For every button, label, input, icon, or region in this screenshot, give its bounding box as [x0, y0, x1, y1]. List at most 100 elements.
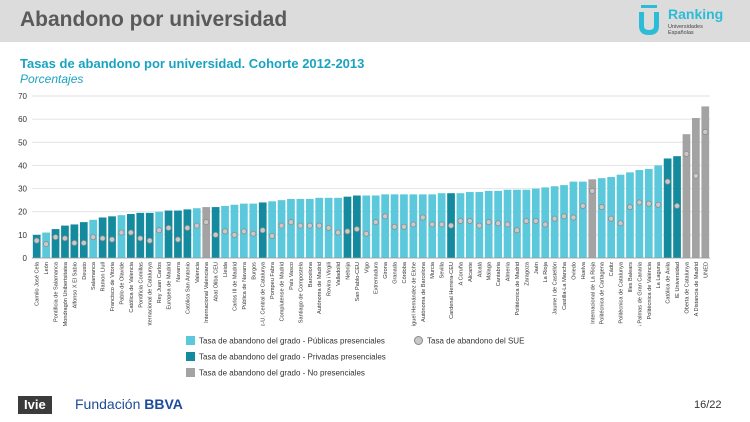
bar [202, 207, 211, 258]
bar [513, 189, 521, 258]
x-tick-label: Internacional de La Rioja [590, 261, 596, 324]
sue-dot [391, 223, 398, 230]
legend-swatch-no-presenciales [186, 368, 195, 378]
x-tick-label: Cantabria [496, 261, 502, 286]
sue-dot [570, 214, 577, 221]
sue-dot [193, 222, 200, 229]
x-tick-label: Las Palmas de Gran Canaria [637, 261, 643, 326]
legend-label-publicas: Tasa de abandono del grado - Públicas pr… [199, 336, 385, 346]
x-tick-label: Salamanca [91, 261, 97, 290]
bar [230, 204, 239, 258]
x-tick-label: Autónoma de Madrid [317, 262, 323, 314]
x-tick-label: Almería [506, 261, 512, 281]
sue-dot [692, 172, 699, 179]
sue-dot [156, 227, 163, 234]
sue-dot [655, 201, 662, 208]
bar [362, 195, 371, 258]
sue-dot [109, 236, 115, 243]
legend-item-publicas: Tasa de abandono del grado - Públicas pr… [186, 336, 385, 346]
bar [692, 117, 700, 258]
x-tick-label: Jaén [534, 262, 540, 274]
bar [550, 186, 559, 258]
sue-dot [127, 229, 134, 236]
bar [588, 179, 597, 258]
x-tick-label: Politécnica de Cartagena [600, 261, 606, 324]
bar [371, 195, 380, 258]
x-tick-label: Europea de Madrid [167, 262, 173, 310]
bar [32, 234, 41, 258]
x-tick-label: Pontificia Comillas [138, 262, 144, 308]
bar [381, 194, 389, 258]
bar [268, 201, 276, 258]
sue-dot [627, 204, 633, 211]
bar [277, 200, 286, 258]
bbva-text: BBVA [144, 396, 183, 412]
sue-dot [495, 220, 502, 227]
x-tick-label: Autònoma de Barcelona [421, 261, 427, 322]
y-tick-label: 50 [18, 138, 27, 147]
x-tick-label: Burgos [251, 262, 257, 280]
x-tick-label: Ramon Llull [101, 262, 107, 292]
sue-dot [598, 204, 605, 211]
x-tick-label: Pompeu Fabra [270, 261, 276, 299]
bar-chart: 0 10 20 30 40 50 60 70 Camilo José Cela León Ponti… [18, 92, 710, 326]
sue-dot [165, 224, 172, 231]
sue-dot [137, 235, 144, 242]
sue-dot [344, 228, 351, 235]
y-tick-label: 60 [18, 115, 27, 124]
sue-dot [62, 235, 68, 242]
y-tick-label: 30 [18, 185, 27, 194]
bar [174, 210, 182, 258]
x-tick-label: Valladolid [336, 262, 342, 286]
x-tick-label: Camilo José Cela [35, 261, 41, 306]
sue-dot [118, 229, 125, 236]
x-tick-label: Castilla-La Mancha [562, 261, 568, 310]
sue-dot [636, 199, 643, 206]
sue-dot [674, 202, 680, 209]
bar [456, 193, 465, 258]
sue-dot [297, 222, 304, 229]
y-tick-label: 20 [18, 208, 27, 217]
x-tick-label: Pontificia de Salamanca [54, 261, 60, 322]
x-tick-label: Alicante [468, 262, 474, 282]
sue-dot [551, 215, 558, 222]
chart-subtitle: Porcentajes [20, 72, 84, 86]
x-tick-label: IE Universidad [675, 262, 681, 298]
page-number: 16/22 [694, 399, 722, 411]
bar [334, 197, 342, 258]
legend-item-privadas: Tasa de abandono del grado - Privadas pr… [186, 352, 386, 362]
ranking-logo-icon [639, 5, 659, 35]
x-tick-label: Valencia [195, 261, 201, 283]
x-tick-label: Francisco de Vitoria [110, 261, 116, 311]
bar [654, 165, 663, 258]
bar [61, 225, 69, 258]
bar [560, 185, 568, 258]
sue-dot [589, 187, 596, 194]
sue-dot [306, 222, 313, 229]
sue-dot [410, 221, 417, 228]
sue-dot [683, 150, 690, 157]
bar [682, 134, 691, 258]
bar [663, 158, 672, 258]
sue-dot [269, 233, 276, 239]
sue-dot [617, 220, 624, 227]
sue-dot [33, 237, 40, 244]
ivie-logo: Ivie [18, 396, 52, 414]
bar [117, 215, 126, 258]
sue-dot [99, 235, 106, 242]
sue-dot [212, 231, 219, 238]
x-tick-label: Rovira i Virgili [327, 262, 333, 296]
x-tick-label: Granada [393, 261, 399, 284]
bar [164, 210, 173, 258]
sue-dot [542, 221, 549, 228]
sue-dot [561, 213, 567, 220]
sue-dot [278, 222, 285, 229]
sue-dot [222, 228, 228, 235]
bar [145, 212, 154, 258]
x-tick-label: Internacional Valenciana [204, 261, 210, 323]
x-tick-label: Nebrija [345, 261, 351, 280]
x-tick-label: Illes Balears [628, 262, 634, 293]
x-tick-label: Córdoba [402, 261, 408, 283]
bar [418, 194, 427, 258]
sue-dot [363, 230, 370, 237]
